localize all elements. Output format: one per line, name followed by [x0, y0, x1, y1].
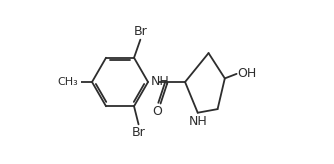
Text: Br: Br — [132, 126, 145, 139]
Text: O: O — [153, 105, 162, 118]
Text: OH: OH — [237, 67, 257, 80]
Text: NH: NH — [151, 75, 169, 88]
Text: Br: Br — [134, 25, 147, 38]
Text: CH₃: CH₃ — [57, 77, 78, 87]
Text: NH: NH — [188, 115, 207, 128]
